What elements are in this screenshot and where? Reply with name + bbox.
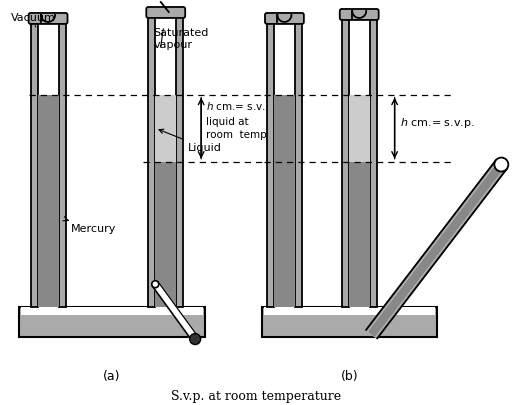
Bar [155, 162, 176, 307]
Bar [155, 16, 176, 307]
Polygon shape [153, 282, 198, 341]
Bar [274, 22, 295, 307]
Bar [58, 22, 66, 307]
Text: (b): (b) [340, 371, 358, 384]
Bar [274, 95, 295, 307]
Text: Vacuum: Vacuum [11, 13, 55, 27]
Bar [267, 22, 274, 307]
Text: Liquid: Liquid [159, 129, 222, 153]
Text: Saturated
vapour: Saturated vapour [153, 28, 209, 49]
Bar [155, 95, 176, 162]
FancyBboxPatch shape [29, 13, 68, 24]
Bar [148, 16, 155, 307]
Bar [31, 22, 37, 307]
Circle shape [189, 334, 201, 345]
Bar [295, 22, 302, 307]
Bar [176, 16, 183, 307]
Polygon shape [369, 159, 507, 337]
Polygon shape [369, 162, 504, 337]
Circle shape [152, 281, 159, 288]
Circle shape [495, 158, 508, 172]
FancyBboxPatch shape [265, 13, 304, 24]
Bar [349, 18, 370, 307]
Bar [370, 18, 377, 307]
Text: Mercury: Mercury [63, 217, 116, 234]
Bar [18, 307, 205, 337]
Text: $h$ cm.= s.v.p.: $h$ cm.= s.v.p. [399, 116, 475, 130]
Bar [262, 307, 437, 337]
Text: $h$ cm.= s.v.p. of
liquid at
room  temp.: $h$ cm.= s.v.p. of liquid at room temp. [206, 100, 291, 141]
FancyBboxPatch shape [340, 9, 379, 20]
Bar [264, 307, 435, 315]
Text: S.v.p. at room temperature: S.v.p. at room temperature [171, 390, 341, 403]
Bar [37, 95, 58, 307]
Bar [20, 307, 203, 315]
Bar [349, 162, 370, 307]
Text: (a): (a) [103, 371, 121, 384]
Polygon shape [366, 160, 507, 338]
Bar [37, 22, 58, 307]
FancyBboxPatch shape [146, 7, 185, 18]
Bar [342, 18, 349, 307]
Bar [349, 95, 370, 162]
